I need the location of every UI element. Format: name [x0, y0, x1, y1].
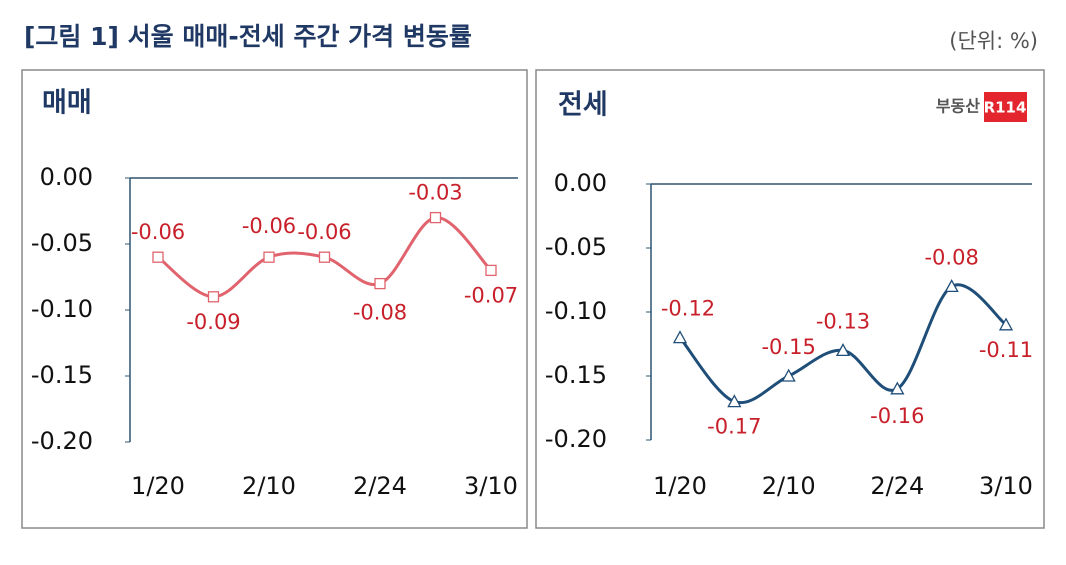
unit-label: (단위: %)	[949, 29, 1038, 53]
y-tick-label: 0.00	[40, 163, 93, 191]
figure-title: [그림 1] 서울 매매-전세 주간 가격 변동률	[24, 22, 472, 51]
data-label: -0.16	[870, 404, 924, 428]
y-tick-label: -0.10	[545, 297, 607, 325]
marker	[429, 211, 442, 224]
marker	[207, 291, 220, 303]
data-label: -0.11	[979, 338, 1033, 362]
x-tick-label: 3/10	[979, 472, 1033, 500]
marker	[374, 277, 386, 290]
data-label: -0.08	[353, 301, 407, 325]
logo-box	[984, 92, 1027, 122]
data-label: -0.06	[297, 220, 351, 244]
x-tick-label: 2/10	[242, 472, 296, 500]
x-tick-label: 2/24	[353, 472, 407, 500]
x-tick-label: 2/24	[870, 472, 924, 500]
data-label: -0.08	[924, 245, 978, 269]
y-tick-label: -0.20	[31, 427, 93, 455]
marker	[152, 251, 164, 263]
panel-title: 매매	[42, 88, 92, 119]
data-label: -0.12	[661, 297, 715, 321]
y-tick-label: -0.15	[545, 361, 607, 389]
logo-mark: R114	[984, 99, 1027, 117]
x-tick-label: 1/20	[131, 472, 185, 500]
marker	[263, 251, 275, 263]
y-tick-label: -0.05	[31, 229, 93, 257]
y-tick-label: -0.10	[31, 295, 93, 323]
panel	[535, 69, 1045, 529]
y-tick-label: -0.05	[545, 233, 607, 261]
data-label: -0.07	[464, 283, 518, 307]
x-tick-label: 1/20	[653, 472, 707, 500]
data-label: -0.09	[186, 310, 240, 334]
marker	[727, 394, 742, 408]
data-label: -0.06	[131, 220, 185, 244]
data-label: -0.17	[707, 415, 761, 439]
data-label: -0.03	[408, 181, 462, 205]
marker	[998, 317, 1014, 331]
marker	[318, 251, 331, 263]
y-tick-label: -0.20	[545, 425, 607, 453]
data-label: -0.06	[242, 214, 296, 238]
x-tick-label: 3/10	[464, 472, 518, 500]
logo-text: 부동산	[936, 97, 980, 116]
marker	[835, 343, 851, 357]
marker	[781, 368, 796, 382]
y-tick-label: 0.00	[554, 169, 607, 197]
panel	[21, 69, 528, 529]
x-tick-label: 2/10	[762, 472, 816, 500]
marker	[485, 264, 497, 277]
panel-title: 전세	[558, 90, 608, 121]
marker	[944, 279, 959, 293]
data-label: -0.13	[816, 309, 870, 333]
y-tick-label: -0.15	[31, 361, 93, 389]
marker	[672, 330, 688, 344]
marker	[890, 381, 905, 395]
data-label: -0.15	[761, 335, 815, 359]
